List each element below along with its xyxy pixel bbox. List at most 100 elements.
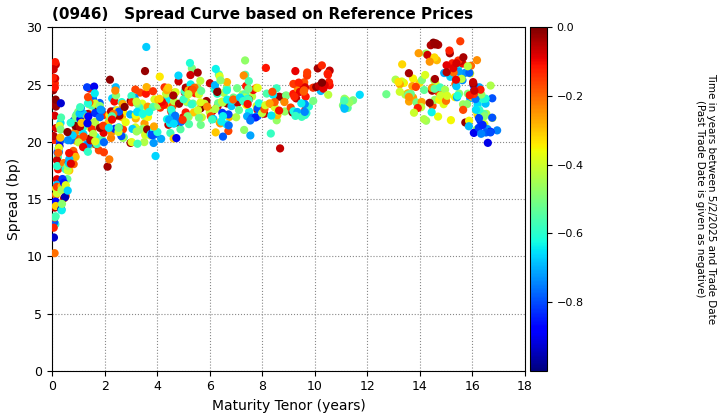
Point [63,167,75,174]
Point [189,84,200,91]
Point [83,101,94,108]
Point [170,89,181,95]
Point [113,129,125,135]
Point [50,61,61,68]
Point [81,84,93,91]
Point [243,78,255,84]
Point [272,108,284,115]
Point [252,107,264,113]
Point [288,108,300,115]
Point [163,84,174,91]
Point [56,207,68,214]
Point [168,98,180,105]
Point [463,123,474,130]
Point [137,100,148,107]
Point [176,117,188,124]
Point [106,129,117,136]
Point [78,133,89,140]
Point [127,126,138,132]
Point [296,113,307,120]
Point [410,99,422,106]
Point [299,101,310,108]
Point [84,142,96,148]
Point [226,97,238,104]
Point [451,83,462,89]
Point [142,103,153,110]
Point [222,128,234,134]
Point [116,108,127,114]
Point [323,71,334,78]
Point [74,110,86,117]
Point [246,114,258,121]
Point [58,160,70,166]
Point [250,113,261,120]
Point [54,142,66,149]
Point [215,118,227,125]
Point [433,97,445,103]
Point [87,131,99,137]
Point [430,41,441,48]
Point [195,87,207,94]
Point [70,113,81,120]
Point [98,149,109,156]
Point [250,114,261,121]
Point [51,176,63,183]
Point [50,203,62,210]
Point [278,97,289,103]
Point [287,81,299,87]
Point [468,88,480,94]
Point [300,84,311,91]
Point [479,121,490,127]
Point [287,91,299,97]
Point [71,135,82,142]
Point [53,166,64,173]
Point [76,119,87,126]
Point [73,139,84,146]
Point [271,117,282,123]
Point [217,99,228,106]
Point [68,147,79,154]
Point [68,152,80,158]
Point [420,72,431,79]
Point [130,112,141,118]
Point [150,131,161,137]
Point [446,60,458,67]
Point [81,113,93,120]
Point [381,91,392,97]
Point [194,77,206,84]
Point [403,94,415,100]
Point [103,124,114,131]
Point [50,96,61,103]
Point [168,92,179,99]
Point [316,62,328,69]
Point [231,85,243,92]
Point [175,118,186,125]
Point [105,108,117,115]
Point [161,87,173,94]
Point [117,126,129,133]
Point [482,139,494,146]
Point [78,133,89,140]
Point [177,114,189,121]
Point [167,116,179,123]
Point [89,118,101,125]
Point [428,54,440,61]
Point [161,116,173,123]
Point [139,120,150,127]
Point [48,133,60,139]
Point [187,87,199,93]
Point [224,113,235,120]
Point [476,91,487,98]
Point [55,134,66,141]
Point [441,69,452,76]
Point [186,87,197,93]
Point [479,113,490,120]
Point [470,106,482,113]
Point [292,85,304,92]
Point [298,79,310,86]
Point [84,110,95,117]
Point [473,124,485,131]
Point [338,105,350,112]
Point [48,224,60,231]
Point [73,127,84,134]
